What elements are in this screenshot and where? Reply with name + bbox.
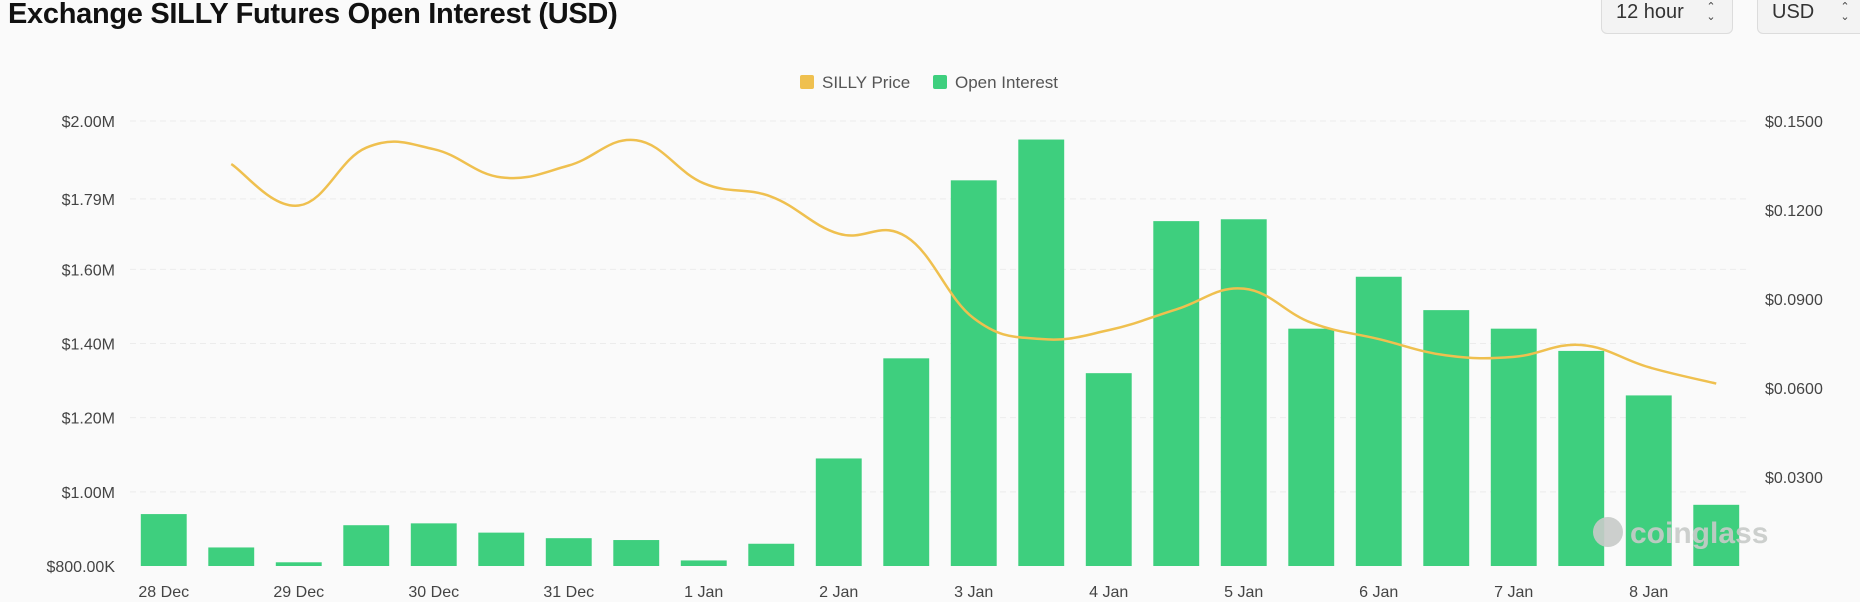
open-interest-bar[interactable] [815, 458, 862, 566]
left-axis-tick-label: $2.00M [62, 114, 115, 131]
right-axis-tick-label: $0.0900 [1765, 292, 1823, 309]
open-interest-bar[interactable] [275, 562, 322, 566]
open-interest-bar[interactable] [410, 523, 457, 566]
open-interest-bar[interactable] [208, 547, 255, 566]
open-interest-bar[interactable] [140, 514, 187, 566]
page-title: Exchange SILLY Futures Open Interest (US… [8, 0, 618, 30]
open-interest-bar[interactable] [950, 180, 997, 567]
open-interest-bar[interactable] [1018, 139, 1065, 566]
right-axis-tick-label: $0.0300 [1765, 470, 1823, 487]
x-axis-tick-label: 2 Jan [819, 584, 858, 601]
coinglass-watermark: coinglass [1593, 517, 1768, 550]
legend-label-silly-price: SILLY Price [822, 73, 910, 92]
right-axis-tick-label: $0.0600 [1765, 381, 1823, 398]
x-axis-tick-label: 3 Jan [954, 584, 993, 601]
open-interest-bar[interactable] [1355, 276, 1402, 566]
left-axis-tick-label: $1.00M [62, 485, 115, 502]
axes: $800.00K $1.00M $1.20M $1.40M $1.60M $1.79M $2… [46, 114, 1822, 601]
open-interest-bar[interactable] [680, 560, 727, 566]
open-interest-bar[interactable] [478, 532, 525, 566]
open-interest-bar[interactable] [613, 540, 660, 566]
coinglass-logo-icon [1593, 517, 1623, 547]
left-axis-tick-label: $1.20M [62, 411, 115, 428]
legend-swatch-silly-price [800, 75, 814, 89]
legend[interactable]: SILLY Price Open Interest [800, 73, 1058, 92]
open-interest-bar[interactable] [1153, 221, 1200, 566]
open-interest-bar[interactable] [545, 538, 592, 566]
interval-select-value: 12 hour [1616, 0, 1684, 23]
open-interest-bar[interactable] [1625, 395, 1672, 566]
watermark-text: coinglass [1630, 517, 1768, 550]
x-axis-tick-label: 5 Jan [1224, 584, 1263, 601]
silly-price-line-path[interactable] [230, 138, 1717, 385]
x-axis-tick-label: 8 Jan [1629, 584, 1668, 601]
open-interest-bars[interactable] [140, 139, 1740, 567]
chevron-up-down-icon: ⌃ ⌄ [1706, 1, 1716, 23]
currency-select-value: USD [1772, 0, 1815, 23]
open-interest-bar[interactable] [1085, 373, 1132, 566]
legend-swatch-open-interest [933, 75, 947, 89]
left-axis-tick-label: $1.40M [62, 337, 115, 354]
left-axis-tick-label: $1.79M [62, 192, 115, 209]
right-axis-tick-label: $0.1500 [1765, 114, 1823, 131]
x-axis-tick-label: 7 Jan [1494, 584, 1533, 601]
open-interest-bar[interactable] [1288, 328, 1335, 566]
x-axis-tick-label: 30 Dec [408, 584, 459, 601]
x-axis-tick-label: 28 Dec [138, 584, 189, 601]
x-axis-tick-label: 6 Jan [1359, 584, 1398, 601]
x-axis-tick-label: 29 Dec [273, 584, 324, 601]
open-interest-bar[interactable] [343, 525, 390, 566]
open-interest-bar[interactable] [1423, 310, 1470, 566]
open-interest-bar[interactable] [883, 358, 930, 566]
interval-select[interactable]: 12 hour ⌃ ⌄ [1601, 0, 1733, 34]
chevron-up-down-icon: ⌃ ⌄ [1840, 1, 1850, 23]
silly-price-line[interactable] [230, 138, 1717, 385]
left-axis-tick-label: $800.00K [46, 559, 115, 576]
x-axis-tick-label: 4 Jan [1089, 584, 1128, 601]
currency-select[interactable]: USD ⌃ ⌄ [1757, 0, 1860, 34]
open-interest-bar[interactable] [748, 543, 795, 566]
open-interest-bar[interactable] [1693, 504, 1740, 566]
right-axis-tick-label: $0.1200 [1765, 203, 1823, 220]
open-interest-bar[interactable] [1490, 328, 1537, 566]
left-axis-tick-label: $1.60M [62, 262, 115, 279]
legend-label-open-interest: Open Interest [955, 73, 1058, 92]
x-axis-tick-label: 1 Jan [684, 584, 723, 601]
open-interest-bar[interactable] [1220, 219, 1267, 567]
grid-lines [130, 120, 1750, 493]
x-axis-tick-label: 31 Dec [543, 584, 594, 601]
